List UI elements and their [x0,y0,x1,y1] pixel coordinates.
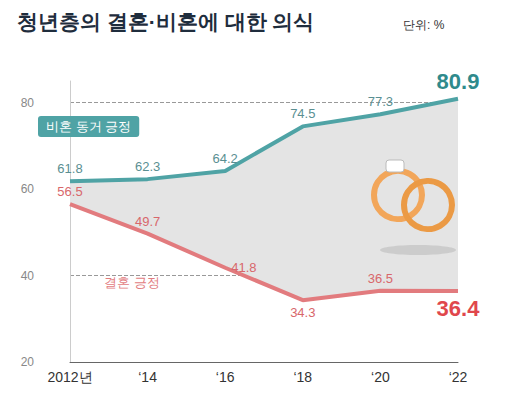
svg-text:62.3: 62.3 [135,159,160,174]
svg-text:74.5: 74.5 [290,106,315,121]
svg-text:비혼 동거 긍정: 비혼 동거 긍정 [46,119,131,134]
svg-text:단위: %: 단위: % [403,18,445,32]
svg-text:청년층의 결혼·비혼에 대한 의식: 청년층의 결혼·비혼에 대한 의식 [17,10,315,33]
svg-text:49.7: 49.7 [135,214,160,229]
svg-text:결혼 긍정: 결혼 긍정 [104,275,160,290]
svg-text:40: 40 [21,269,35,283]
svg-text:41.8: 41.8 [231,260,256,275]
svg-text:‘16: ‘16 [216,369,235,385]
svg-text:60: 60 [21,182,35,196]
svg-text:77.3: 77.3 [368,94,393,109]
svg-text:64.2: 64.2 [213,151,238,166]
svg-text:‘14: ‘14 [138,369,157,385]
svg-text:‘22: ‘22 [449,369,468,385]
svg-text:36.4: 36.4 [437,296,481,321]
svg-text:34.3: 34.3 [290,305,315,320]
svg-text:‘18: ‘18 [293,369,312,385]
svg-text:20: 20 [21,355,35,369]
svg-text:56.5: 56.5 [57,184,82,199]
svg-text:80.9: 80.9 [437,69,480,94]
svg-text:‘20: ‘20 [371,369,390,385]
svg-text:36.5: 36.5 [368,271,393,286]
svg-text:61.8: 61.8 [57,161,82,176]
svg-text:2012년: 2012년 [47,369,92,385]
svg-text:80: 80 [21,96,35,110]
